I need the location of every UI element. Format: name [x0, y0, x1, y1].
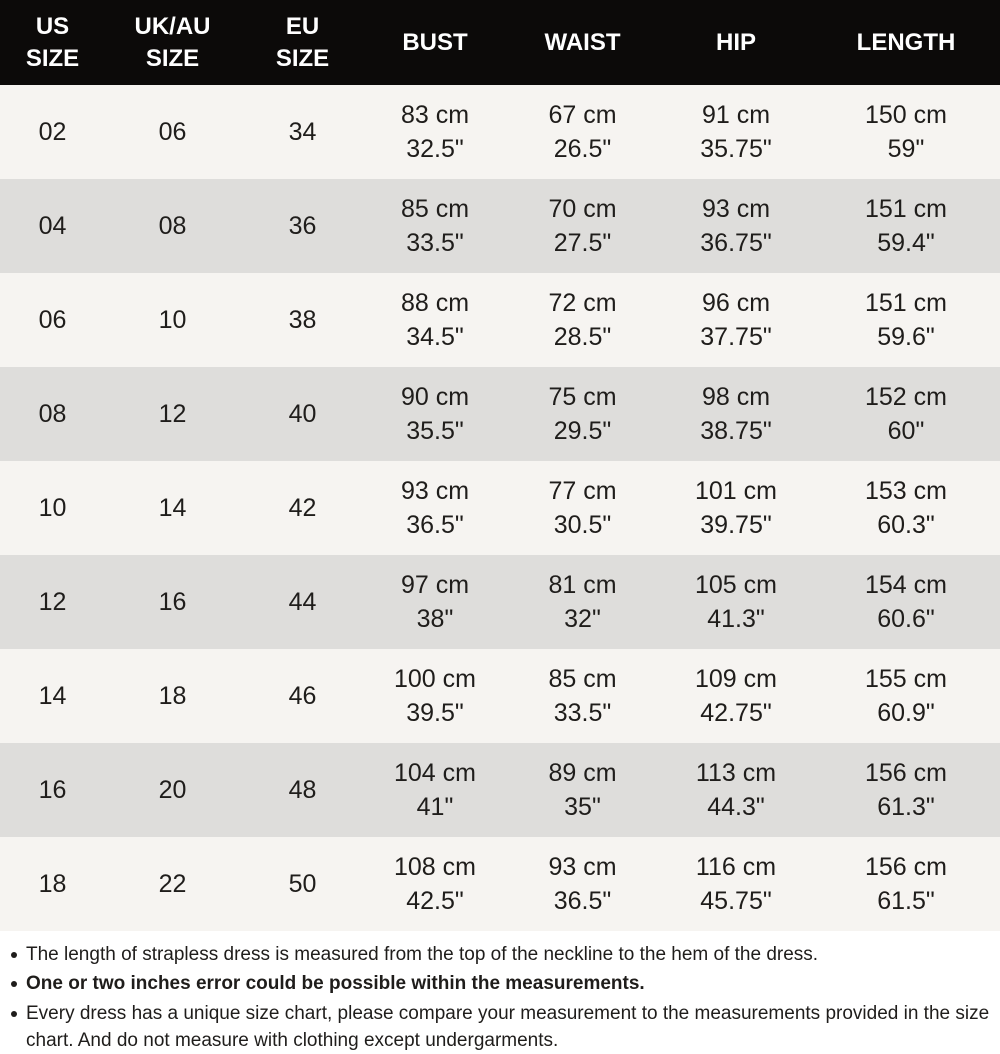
header-row: US SIZE UK/AU SIZE EU SIZE BUST WAIST HIP LENGTH [0, 0, 1000, 85]
table-cell: 18 [158, 681, 187, 710]
table-cell: 93 cm 36.75" [700, 194, 772, 258]
table-cell: 12 [38, 587, 67, 616]
size-chart-header: US SIZE UK/AU SIZE EU SIZE BUST WAIST HIP LENGTH [0, 0, 1000, 85]
table-cell: 34 [288, 117, 317, 146]
table-cell: 152 cm 60" [865, 382, 947, 446]
table-cell: 14 [158, 493, 187, 522]
table-cell: 91 cm 35.75" [700, 100, 772, 164]
column-header: BUST [402, 28, 468, 56]
table-cell: 154 cm 60.6" [865, 570, 947, 634]
table-cell: 10 [38, 493, 67, 522]
table-cell: 04 [38, 211, 67, 240]
table-cell: 104 cm 41" [394, 758, 476, 822]
table-cell: 88 cm 34.5" [400, 288, 470, 352]
table-cell: 81 cm 32" [548, 570, 617, 634]
table-row: 04 08 36 85 cm 33.5" 70 cm 27.5" 93 cm 36.75" 151… [0, 179, 1000, 273]
table-row: 18 22 50 108 cm 42.5" 93 cm 36.5" 116 cm 45.75" 1… [0, 837, 1000, 931]
table-cell: 151 cm 59.6" [865, 288, 947, 352]
note-item: One or two inches error could be possibl… [6, 970, 990, 997]
note-text: Every dress has a unique size chart, ple… [26, 1002, 990, 1052]
table-row: 02 06 34 83 cm 32.5" 67 cm 26.5" 91 cm 35.75" 150… [0, 85, 1000, 179]
table-cell: 12 [158, 399, 187, 428]
table-cell: 46 [288, 681, 317, 710]
table-cell: 06 [38, 305, 67, 334]
note-item: Every dress has a unique size chart, ple… [6, 1000, 990, 1054]
table-cell: 44 [288, 587, 317, 616]
table-cell: 16 [38, 775, 67, 804]
table-row: 08 12 40 90 cm 35.5" 75 cm 29.5" 98 cm 38.75" 152… [0, 367, 1000, 461]
table-cell: 109 cm 42.75" [695, 664, 777, 728]
table-row: 16 20 48 104 cm 41" 89 cm 35" 113 cm 44.3" 156 cm… [0, 743, 1000, 837]
note-text: The length of strapless dress is measure… [26, 944, 819, 965]
table-cell: 105 cm 41.3" [695, 570, 777, 634]
table-cell: 06 [158, 117, 187, 146]
table-cell: 85 cm 33.5" [548, 664, 617, 728]
table-row: 10 14 42 93 cm 36.5" 77 cm 30.5" 101 cm 39.75" 15… [0, 461, 1000, 555]
table-cell: 116 cm 45.75" [695, 852, 777, 916]
table-cell: 50 [288, 869, 317, 898]
note-text: One or two inches error could be possibl… [26, 973, 645, 995]
table-cell: 96 cm 37.75" [700, 288, 772, 352]
table-cell: 72 cm 28.5" [548, 288, 617, 352]
table-cell: 108 cm 42.5" [394, 852, 476, 916]
column-header: WAIST [544, 28, 621, 56]
table-cell: 113 cm 44.3" [695, 758, 777, 822]
table-cell: 70 cm 27.5" [548, 194, 617, 258]
table-cell: 85 cm 33.5" [400, 194, 470, 258]
size-chart-body: 02 06 34 83 cm 32.5" 67 cm 26.5" 91 cm 35.75" 150… [0, 85, 1000, 931]
table-cell: 93 cm 36.5" [400, 476, 470, 540]
table-cell: 151 cm 59.4" [865, 194, 947, 258]
column-header: HIP [715, 28, 756, 56]
table-cell: 83 cm 32.5" [400, 100, 470, 164]
table-cell: 20 [158, 775, 187, 804]
table-cell: 98 cm 38.75" [700, 382, 772, 446]
table-cell: 18 [38, 869, 67, 898]
table-cell: 77 cm 30.5" [548, 476, 617, 540]
bullet-icon [11, 952, 17, 958]
table-cell: 14 [38, 681, 67, 710]
size-chart-table: US SIZE UK/AU SIZE EU SIZE BUST WAIST HIP LENGTH … [0, 0, 1000, 931]
table-cell: 153 cm 60.3" [865, 476, 947, 540]
note-item: The length of strapless dress is measure… [6, 941, 990, 968]
table-cell: 156 cm 61.3" [865, 758, 947, 822]
column-header: UK/AU SIZE [134, 12, 211, 72]
table-cell: 156 cm 61.5" [865, 852, 947, 916]
table-cell: 93 cm 36.5" [548, 852, 617, 916]
table-cell: 97 cm 38" [400, 570, 470, 634]
table-row: 06 10 38 88 cm 34.5" 72 cm 28.5" 96 cm 37.75" 151… [0, 273, 1000, 367]
notes-section: The length of strapless dress is measure… [0, 931, 1000, 1054]
table-cell: 10 [158, 305, 187, 334]
table-cell: 155 cm 60.9" [865, 664, 947, 728]
column-header: LENGTH [856, 28, 956, 56]
table-cell: 22 [158, 869, 187, 898]
table-cell: 89 cm 35" [548, 758, 617, 822]
column-header: US SIZE [25, 12, 80, 72]
table-cell: 02 [38, 117, 67, 146]
bullet-icon [11, 1010, 17, 1017]
table-row: 14 18 46 100 cm 39.5" 85 cm 33.5" 109 cm 42.75" 1… [0, 649, 1000, 743]
column-header: EU SIZE [275, 12, 330, 72]
table-cell: 16 [158, 587, 187, 616]
table-cell: 48 [288, 775, 317, 804]
table-cell: 90 cm 35.5" [400, 382, 470, 446]
table-cell: 150 cm 59" [865, 100, 947, 164]
table-cell: 40 [288, 399, 317, 428]
table-cell: 42 [288, 493, 317, 522]
bullet-icon [11, 981, 17, 988]
table-cell: 100 cm 39.5" [394, 664, 476, 728]
table-cell: 101 cm 39.75" [695, 476, 777, 540]
table-row: 12 16 44 97 cm 38" 81 cm 32" 105 cm 41.3" 154 cm 6… [0, 555, 1000, 649]
table-cell: 08 [158, 211, 187, 240]
table-cell: 08 [38, 399, 67, 428]
table-cell: 75 cm 29.5" [548, 382, 617, 446]
table-cell: 67 cm 26.5" [548, 100, 617, 164]
table-cell: 36 [288, 211, 317, 240]
table-cell: 38 [288, 305, 317, 334]
